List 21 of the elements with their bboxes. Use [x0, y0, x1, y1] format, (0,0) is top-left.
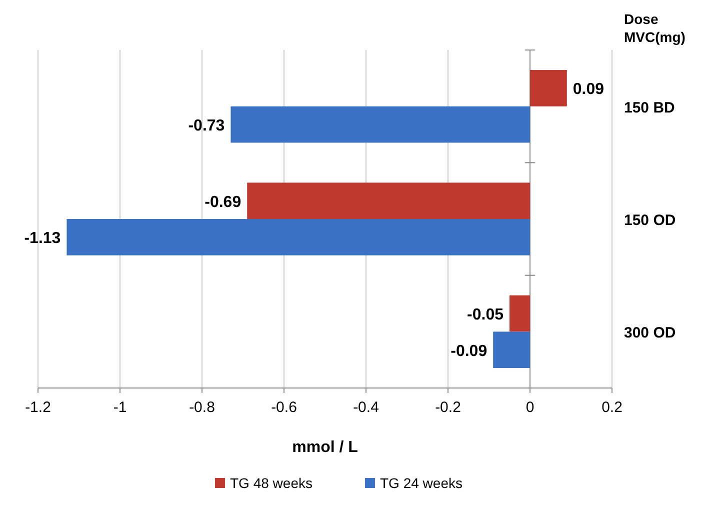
- data-label: -0.73: [188, 118, 225, 135]
- y-tick-label: 150 OD: [624, 212, 676, 229]
- data-label: -0.09: [450, 342, 488, 360]
- x-tick-label: -0.4: [353, 399, 379, 416]
- data-label: -0.05: [467, 306, 504, 324]
- x-tick-label: -0.2: [435, 399, 461, 416]
- x-tick-label: 0.2: [602, 399, 622, 416]
- y-axis-title: Dose MVC(mg): [624, 11, 686, 45]
- data-label: 0.09: [572, 81, 604, 98]
- x-tick-label: -1.2: [25, 399, 51, 416]
- data-label: -0.69: [204, 194, 242, 211]
- legend-label: TG 24 weeks: [380, 475, 462, 491]
- x-tick-label: -0.6: [271, 399, 297, 416]
- x-tick-label: -0.8: [189, 399, 215, 416]
- x-tick-label: -1: [113, 399, 127, 416]
- y-tick-label: 300 OD: [624, 324, 676, 342]
- y-tick-label: 150 BD: [624, 99, 676, 116]
- x-tick-label: 0: [526, 399, 534, 416]
- data-label: -1.13: [24, 230, 61, 248]
- legend-label: TG 48 weeks: [230, 475, 312, 491]
- x-axis-title: mmol / L: [292, 439, 358, 456]
